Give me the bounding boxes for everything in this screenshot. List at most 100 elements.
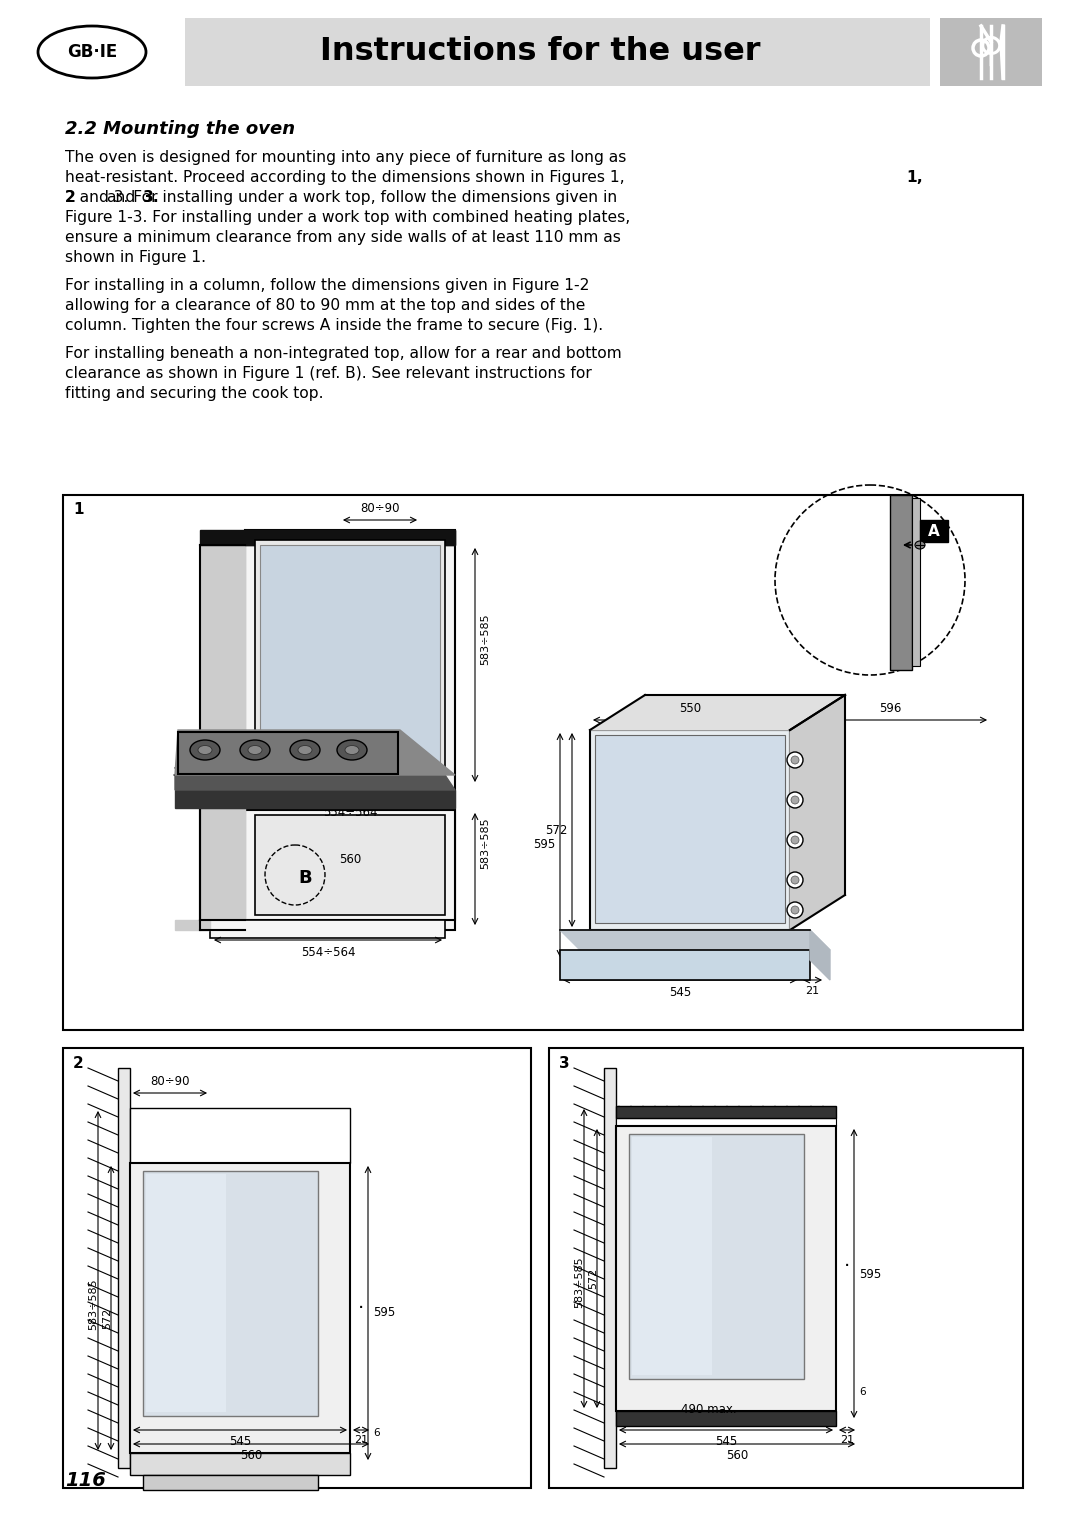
Text: 3: 3 xyxy=(559,1057,569,1072)
Text: 560: 560 xyxy=(240,1449,262,1462)
Circle shape xyxy=(791,797,799,804)
Text: fitting and securing the cook top.: fitting and securing the cook top. xyxy=(65,385,324,401)
Ellipse shape xyxy=(248,746,262,754)
Bar xyxy=(255,815,445,914)
Circle shape xyxy=(791,907,799,914)
Text: 2: 2 xyxy=(65,190,76,205)
Text: 595: 595 xyxy=(532,838,555,852)
Bar xyxy=(63,1047,531,1488)
Text: 21: 21 xyxy=(840,1436,854,1445)
Text: 572: 572 xyxy=(588,1268,598,1289)
Text: 583÷585: 583÷585 xyxy=(480,613,490,665)
Text: 80÷90: 80÷90 xyxy=(361,502,400,515)
Bar xyxy=(118,1067,130,1468)
Bar xyxy=(130,1109,350,1164)
Text: 1: 1 xyxy=(73,502,83,517)
Text: 583÷585: 583÷585 xyxy=(87,1278,98,1330)
Text: 583÷585: 583÷585 xyxy=(480,818,490,868)
Bar xyxy=(595,735,785,924)
Polygon shape xyxy=(200,807,245,920)
Bar xyxy=(912,498,920,667)
Text: Figure 1-3. For installing under a work top with combined heating plates,: Figure 1-3. For installing under a work … xyxy=(65,209,631,225)
Bar xyxy=(616,1105,836,1118)
Bar xyxy=(616,1411,836,1427)
Text: and: and xyxy=(106,190,135,205)
Text: 595: 595 xyxy=(859,1268,881,1280)
Polygon shape xyxy=(590,696,845,729)
Circle shape xyxy=(787,872,804,888)
Bar xyxy=(604,1067,616,1468)
Text: 545: 545 xyxy=(715,1436,738,1448)
Ellipse shape xyxy=(240,740,270,760)
Text: A: A xyxy=(928,523,940,538)
Text: ⚲: ⚲ xyxy=(977,35,1004,69)
Polygon shape xyxy=(175,775,455,790)
Text: 3.: 3. xyxy=(143,190,160,205)
Polygon shape xyxy=(789,696,845,930)
Bar xyxy=(255,540,445,780)
Text: 545: 545 xyxy=(229,1436,252,1448)
Bar xyxy=(245,531,455,930)
Text: 550: 550 xyxy=(679,702,701,716)
Bar xyxy=(940,18,1042,86)
Text: 2: 2 xyxy=(73,1057,84,1072)
Ellipse shape xyxy=(345,746,359,754)
Polygon shape xyxy=(175,920,210,930)
Text: 490 max.: 490 max. xyxy=(681,1404,737,1416)
Text: For installing beneath a non-integrated top, allow for a rear and bottom: For installing beneath a non-integrated … xyxy=(65,346,622,361)
Bar xyxy=(143,1171,318,1416)
Bar xyxy=(63,495,1023,1031)
Text: 2.2 Mounting the oven: 2.2 Mounting the oven xyxy=(65,119,295,138)
Ellipse shape xyxy=(337,740,367,760)
Text: 554÷564: 554÷564 xyxy=(300,946,355,959)
Text: clearance as shown in Figure 1 (ref. B). See relevant instructions for: clearance as shown in Figure 1 (ref. B).… xyxy=(65,365,592,381)
Polygon shape xyxy=(810,930,831,980)
Ellipse shape xyxy=(298,746,312,754)
Circle shape xyxy=(791,876,799,884)
Text: 595: 595 xyxy=(373,1306,395,1320)
Text: 21: 21 xyxy=(354,1436,368,1445)
Polygon shape xyxy=(200,531,455,544)
Circle shape xyxy=(791,755,799,764)
Text: 21: 21 xyxy=(805,986,819,995)
Bar xyxy=(590,729,789,930)
Text: For installing in a column, follow the dimensions given in Figure 1-2: For installing in a column, follow the d… xyxy=(65,278,590,294)
Text: 110: 110 xyxy=(173,766,195,780)
Circle shape xyxy=(787,832,804,849)
Bar xyxy=(130,1453,350,1475)
Text: 560: 560 xyxy=(726,1449,748,1462)
Polygon shape xyxy=(175,729,455,775)
Bar xyxy=(130,1164,350,1453)
Text: 545: 545 xyxy=(669,986,691,998)
Ellipse shape xyxy=(915,541,924,549)
Text: ·: · xyxy=(357,1298,364,1318)
Bar xyxy=(178,732,399,774)
Ellipse shape xyxy=(291,740,320,760)
Text: 6: 6 xyxy=(859,1387,866,1398)
Text: 560: 560 xyxy=(341,622,363,635)
Text: 1,: 1, xyxy=(906,170,922,185)
Bar xyxy=(616,1118,836,1125)
Bar xyxy=(143,1475,318,1489)
Text: The oven is designed for mounting into any piece of furniture as long as: The oven is designed for mounting into a… xyxy=(65,150,626,165)
Polygon shape xyxy=(200,544,245,930)
Text: 572: 572 xyxy=(544,824,567,836)
Text: column. Tighten the four screws A inside the frame to secure (Fig. 1).: column. Tighten the four screws A inside… xyxy=(65,318,603,333)
Bar xyxy=(245,810,455,920)
Text: 116: 116 xyxy=(65,1471,106,1491)
Text: 560: 560 xyxy=(339,853,361,865)
Text: 554÷564: 554÷564 xyxy=(323,806,377,820)
Bar xyxy=(616,1125,836,1411)
Text: ensure a minimum clearance from any side walls of at least 110 mm as: ensure a minimum clearance from any side… xyxy=(65,229,621,245)
Bar xyxy=(260,544,440,774)
Bar xyxy=(629,1135,804,1379)
Polygon shape xyxy=(245,531,455,544)
Bar xyxy=(920,520,948,541)
Text: shown in Figure 1.: shown in Figure 1. xyxy=(65,251,206,265)
Bar xyxy=(146,1174,226,1411)
Text: Instructions for the user: Instructions for the user xyxy=(320,37,760,67)
Text: 572: 572 xyxy=(102,1307,112,1329)
Text: 583÷585: 583÷585 xyxy=(573,1255,584,1307)
Ellipse shape xyxy=(198,746,212,754)
Bar xyxy=(185,18,930,86)
